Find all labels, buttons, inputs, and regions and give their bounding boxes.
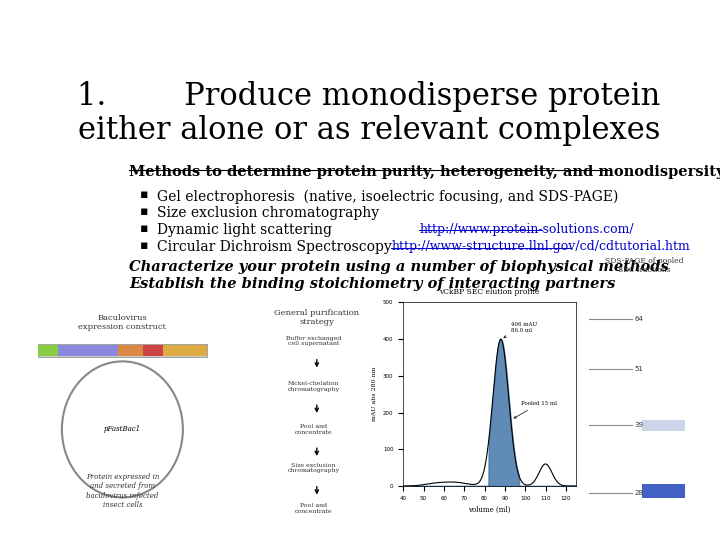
FancyBboxPatch shape — [37, 345, 58, 356]
FancyBboxPatch shape — [118, 345, 143, 356]
Text: 64: 64 — [634, 315, 644, 322]
Y-axis label: mAU abs 280 nm: mAU abs 280 nm — [372, 367, 377, 421]
Text: 1.        Produce monodisperse protein: 1. Produce monodisperse protein — [77, 82, 661, 112]
Text: Gel electrophoresis  (native, isoelectric focusing, and SDS-PAGE): Gel electrophoresis (native, isoelectric… — [157, 190, 618, 204]
Text: Establish the binding stoichiometry of interacting partners: Establish the binding stoichiometry of i… — [129, 277, 616, 291]
Text: ▪: ▪ — [140, 221, 149, 234]
Text: http://www.protein-solutions.com/: http://www.protein-solutions.com/ — [419, 223, 634, 236]
Text: Size exclusion
chromatography: Size exclusion chromatography — [287, 463, 340, 474]
Text: SDS-PAGE of pooled
SEC fractions: SDS-PAGE of pooled SEC fractions — [605, 257, 684, 274]
Text: General purification
strategy: General purification strategy — [274, 309, 359, 326]
Text: Pooled 15 ml: Pooled 15 ml — [514, 401, 557, 418]
Text: either alone or as relevant complexes: either alone or as relevant complexes — [78, 114, 660, 146]
FancyArrowPatch shape — [315, 487, 318, 493]
Text: http://www-structure.llnl.gov/cd/cdtutorial.htm: http://www-structure.llnl.gov/cd/cdtutor… — [392, 240, 690, 253]
Text: Protein expressed in
and secreted from
baculovirus infected
insect cells: Protein expressed in and secreted from b… — [86, 473, 159, 509]
Text: 406 mAU
86.0 ml: 406 mAU 86.0 ml — [504, 322, 537, 338]
Text: Buffer exchanged
cell supernatant: Buffer exchanged cell supernatant — [286, 335, 341, 346]
FancyBboxPatch shape — [143, 345, 163, 356]
FancyBboxPatch shape — [163, 345, 207, 356]
X-axis label: volume (ml): volume (ml) — [469, 507, 510, 514]
FancyBboxPatch shape — [642, 420, 685, 431]
Text: Dynamic light scattering: Dynamic light scattering — [157, 223, 349, 237]
Text: ▪: ▪ — [140, 205, 149, 218]
Text: 51: 51 — [634, 366, 644, 372]
Text: Pool and
concentrate: Pool and concentrate — [294, 424, 333, 435]
Title: vCkBP SEC elution profile: vCkBP SEC elution profile — [439, 288, 540, 296]
Text: Nickel-chelation
chromatography: Nickel-chelation chromatography — [287, 381, 340, 392]
FancyBboxPatch shape — [37, 345, 207, 357]
Text: Methods to determine protein purity, heterogeneity, and monodispersity: Methods to determine protein purity, het… — [129, 165, 720, 179]
Text: Baculovirus
expression construct: Baculovirus expression construct — [78, 314, 166, 331]
Text: Circular Dichroism Spectroscopy: Circular Dichroism Spectroscopy — [157, 240, 409, 254]
FancyArrowPatch shape — [315, 360, 318, 366]
Text: 39: 39 — [634, 422, 644, 428]
Text: Pool and
concentrate: Pool and concentrate — [294, 503, 333, 514]
FancyBboxPatch shape — [58, 345, 118, 356]
Text: 28: 28 — [634, 490, 644, 496]
Text: Characterize your protein using a number of biophysical methods: Characterize your protein using a number… — [129, 260, 669, 274]
Text: ▪: ▪ — [140, 188, 149, 201]
Text: ▪: ▪ — [140, 239, 149, 252]
Text: pFastBac1: pFastBac1 — [104, 426, 141, 434]
FancyArrowPatch shape — [315, 448, 318, 455]
FancyArrowPatch shape — [315, 405, 318, 411]
Text: Size exclusion chromatography: Size exclusion chromatography — [157, 206, 379, 220]
FancyBboxPatch shape — [642, 484, 685, 498]
